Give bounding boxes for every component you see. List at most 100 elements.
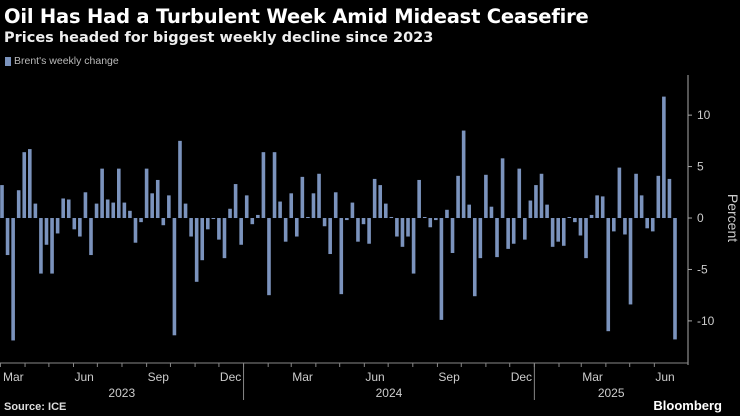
bar xyxy=(350,202,355,219)
bar xyxy=(361,218,366,225)
bar xyxy=(289,193,294,219)
bar xyxy=(600,196,605,219)
bar xyxy=(322,218,327,227)
bar xyxy=(573,218,577,223)
bar xyxy=(200,218,205,261)
bar xyxy=(311,193,316,219)
bar xyxy=(561,218,566,246)
bar xyxy=(5,218,10,256)
x-tick-label: Dec xyxy=(220,370,241,384)
bar xyxy=(167,195,171,219)
bar xyxy=(328,218,332,255)
chart-title: Oil Has Had a Turbulent Week Amid Mideas… xyxy=(4,5,589,28)
bar xyxy=(428,218,433,228)
bar xyxy=(205,218,210,230)
bar xyxy=(639,195,644,219)
bar xyxy=(300,176,305,219)
bar xyxy=(389,216,394,219)
bar xyxy=(434,218,438,221)
bar xyxy=(673,218,677,340)
bar xyxy=(278,201,282,219)
bar xyxy=(595,195,599,219)
bar xyxy=(100,168,104,219)
bar xyxy=(623,218,627,235)
bar xyxy=(250,218,255,225)
bar xyxy=(72,218,77,230)
bar xyxy=(539,173,544,219)
x-year-label: 2024 xyxy=(376,386,403,400)
bar xyxy=(495,218,499,258)
bar xyxy=(550,218,555,247)
bar xyxy=(589,214,594,219)
bar xyxy=(44,218,49,245)
bar xyxy=(467,204,472,219)
bar xyxy=(333,192,338,219)
bar xyxy=(272,152,277,219)
bar xyxy=(267,218,271,296)
y-tick-label: -10 xyxy=(697,314,715,328)
bar xyxy=(78,218,82,237)
bar xyxy=(61,198,65,219)
bar xyxy=(89,218,93,256)
bar xyxy=(178,140,182,219)
bar xyxy=(511,218,516,244)
y-axis-label: Percent xyxy=(725,194,740,242)
y-tick-label: -5 xyxy=(697,262,708,276)
legend-label: Brent's weekly change xyxy=(14,55,119,67)
bar xyxy=(11,218,15,341)
x-tick-label: Mar xyxy=(292,370,313,384)
bar xyxy=(484,174,488,219)
bloomberg-logo: Bloomberg xyxy=(653,398,722,413)
bar xyxy=(50,218,54,274)
bar xyxy=(356,218,360,242)
bar xyxy=(456,175,460,219)
bar xyxy=(128,210,132,219)
bar xyxy=(155,179,160,219)
bar xyxy=(122,202,127,219)
legend-swatch xyxy=(5,56,11,66)
x-tick-label: Jun xyxy=(655,370,674,384)
bar xyxy=(472,218,477,297)
y-tick-label: 5 xyxy=(697,160,704,174)
bar xyxy=(94,203,99,219)
bar xyxy=(406,218,410,237)
bar xyxy=(306,216,310,219)
bar xyxy=(367,218,371,244)
bar xyxy=(500,158,505,219)
bar xyxy=(417,179,421,219)
bar xyxy=(506,218,510,249)
x-tick-label: Mar xyxy=(3,370,24,384)
bar xyxy=(478,218,483,259)
bar xyxy=(16,190,21,219)
bar xyxy=(194,218,199,282)
bar xyxy=(422,216,427,219)
bar xyxy=(628,218,633,305)
bar xyxy=(545,204,549,219)
bar xyxy=(372,178,377,219)
bar xyxy=(233,184,238,219)
bar xyxy=(584,218,588,259)
bar xyxy=(378,185,383,219)
bar xyxy=(645,218,649,229)
bar xyxy=(144,168,149,219)
bar xyxy=(339,218,344,295)
x-year-label: 2025 xyxy=(598,386,625,400)
bar xyxy=(111,202,116,219)
bar xyxy=(244,195,249,219)
bar xyxy=(211,218,216,220)
bar xyxy=(634,173,638,219)
bar xyxy=(33,203,38,219)
bar xyxy=(656,175,661,219)
bar xyxy=(534,185,538,219)
bar xyxy=(450,218,455,253)
bar xyxy=(662,96,666,219)
bar xyxy=(261,152,266,219)
y-tick-label: 0 xyxy=(697,211,704,225)
bar xyxy=(0,185,4,219)
x-tick-label: Jun xyxy=(75,370,94,384)
bar xyxy=(239,218,243,245)
bar xyxy=(228,208,232,219)
bar xyxy=(39,218,43,274)
bar xyxy=(400,218,405,247)
